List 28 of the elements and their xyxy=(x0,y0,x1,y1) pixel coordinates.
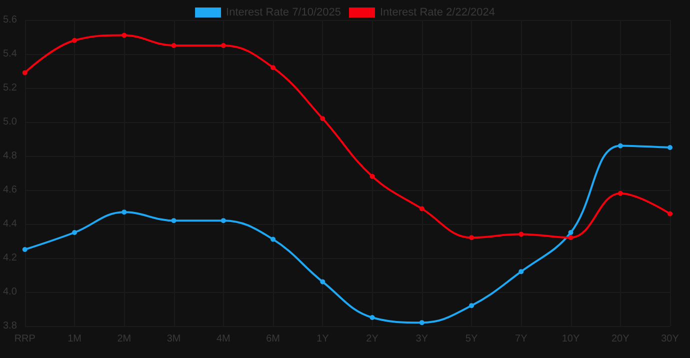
point xyxy=(419,320,424,326)
point xyxy=(518,269,524,274)
point xyxy=(171,43,176,48)
point xyxy=(320,279,326,284)
point xyxy=(668,145,672,150)
point xyxy=(220,218,226,224)
point xyxy=(220,43,226,48)
point xyxy=(22,70,28,76)
point xyxy=(22,247,28,252)
point xyxy=(568,235,574,240)
point xyxy=(270,236,276,242)
point xyxy=(419,206,424,212)
point xyxy=(370,174,375,179)
point xyxy=(469,303,474,308)
point xyxy=(469,235,474,240)
point xyxy=(122,32,127,38)
point xyxy=(518,232,524,237)
point xyxy=(370,315,375,320)
point xyxy=(568,230,574,235)
point xyxy=(618,143,623,148)
point xyxy=(171,218,176,224)
point xyxy=(618,190,623,196)
point xyxy=(72,38,78,43)
point xyxy=(122,210,127,215)
point xyxy=(320,116,326,122)
point xyxy=(72,230,78,235)
point xyxy=(668,211,672,216)
point xyxy=(270,65,276,70)
